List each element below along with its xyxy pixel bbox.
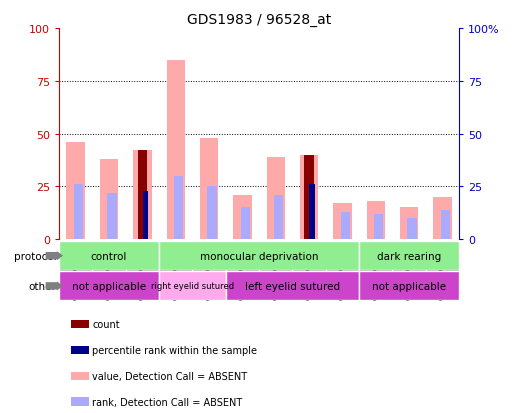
Bar: [192, 242, 226, 295]
Bar: [174, 176, 183, 240]
Text: value, Detection Call = ABSENT: value, Detection Call = ABSENT: [92, 371, 247, 381]
Text: GSM101701: GSM101701: [71, 244, 80, 299]
Bar: [326, 242, 359, 295]
Text: control: control: [91, 251, 127, 261]
Bar: [71, 397, 89, 406]
Bar: [226, 272, 359, 301]
Bar: [359, 242, 392, 295]
Text: GSM101690: GSM101690: [271, 244, 280, 299]
Bar: [367, 202, 385, 240]
Bar: [359, 272, 459, 301]
Bar: [292, 242, 326, 295]
Text: protocol: protocol: [14, 251, 56, 261]
Bar: [233, 195, 251, 240]
Text: count: count: [92, 319, 120, 329]
Text: GSM101697: GSM101697: [371, 244, 380, 299]
Bar: [392, 242, 426, 295]
Bar: [107, 193, 116, 240]
Text: GSM101694: GSM101694: [205, 244, 213, 299]
Text: GSM101698: GSM101698: [405, 244, 413, 299]
Bar: [304, 155, 314, 240]
Bar: [300, 155, 318, 240]
Text: dark rearing: dark rearing: [377, 251, 441, 261]
Bar: [59, 242, 92, 295]
Bar: [309, 185, 315, 240]
Bar: [241, 208, 250, 240]
Bar: [133, 151, 151, 240]
Text: GSM101695: GSM101695: [238, 244, 247, 299]
Bar: [59, 242, 159, 271]
Bar: [441, 210, 450, 240]
Text: GSM101703: GSM101703: [138, 244, 147, 299]
Bar: [159, 242, 192, 295]
Text: GSM101692: GSM101692: [338, 244, 347, 299]
Bar: [226, 242, 259, 295]
Text: GSM101693: GSM101693: [171, 244, 180, 299]
Text: GSM101702: GSM101702: [105, 244, 113, 299]
Bar: [67, 142, 85, 240]
Bar: [259, 242, 292, 295]
Bar: [433, 197, 451, 240]
Bar: [74, 185, 83, 240]
Bar: [71, 320, 89, 328]
Bar: [333, 204, 351, 240]
Text: monocular deprivation: monocular deprivation: [200, 251, 318, 261]
Bar: [207, 187, 216, 240]
Bar: [374, 214, 383, 240]
Bar: [143, 191, 148, 240]
Text: GSM101691: GSM101691: [305, 244, 313, 299]
Bar: [407, 218, 417, 240]
Bar: [71, 372, 89, 380]
Bar: [126, 242, 159, 295]
Text: rank, Detection Call = ABSENT: rank, Detection Call = ABSENT: [92, 396, 243, 407]
Title: GDS1983 / 96528_at: GDS1983 / 96528_at: [187, 12, 331, 26]
Bar: [100, 159, 118, 240]
Bar: [59, 272, 159, 301]
Text: other: other: [29, 281, 56, 291]
Bar: [274, 195, 283, 240]
Text: GSM101699: GSM101699: [438, 244, 447, 299]
Bar: [200, 138, 218, 240]
Text: percentile rank within the sample: percentile rank within the sample: [92, 345, 257, 355]
Bar: [92, 242, 126, 295]
Bar: [359, 242, 459, 271]
Text: not applicable: not applicable: [372, 281, 446, 291]
Bar: [71, 346, 89, 354]
Bar: [167, 61, 185, 240]
Bar: [426, 242, 459, 295]
Text: right eyelid sutured: right eyelid sutured: [151, 282, 234, 291]
Text: not applicable: not applicable: [72, 281, 146, 291]
Bar: [159, 242, 359, 271]
Bar: [341, 212, 350, 240]
Bar: [159, 272, 226, 301]
Bar: [137, 151, 147, 240]
Bar: [267, 157, 285, 240]
Bar: [400, 208, 418, 240]
Text: left eyelid sutured: left eyelid sutured: [245, 281, 340, 291]
